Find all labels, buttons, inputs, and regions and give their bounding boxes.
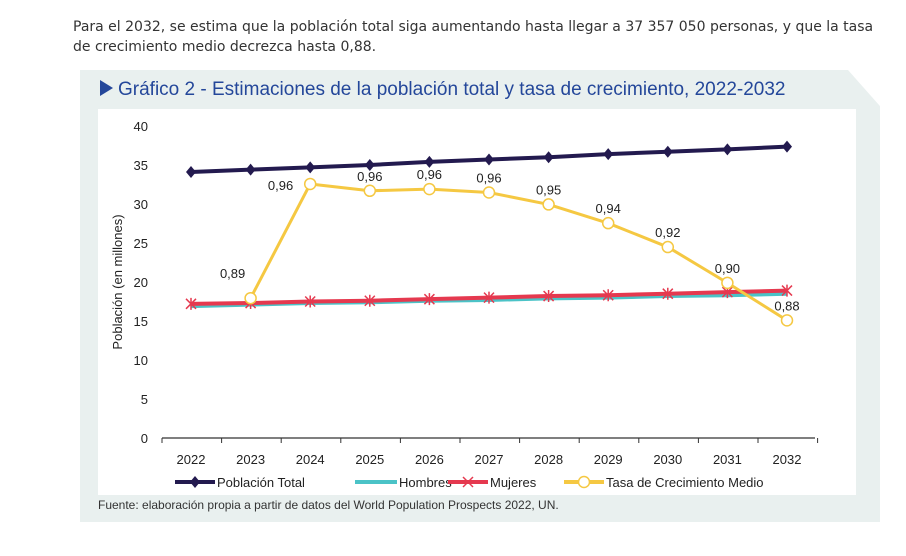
x-tick-label: 2024 — [296, 452, 325, 467]
intro-paragraph: Para el 2032, se estima que la población… — [73, 19, 874, 55]
x-tick-label: 2030 — [653, 452, 682, 467]
chart-title: Gráfico 2 - Estimaciones de la población… — [118, 79, 786, 100]
data-point — [305, 161, 316, 174]
x-tick-label: 2028 — [534, 452, 563, 467]
data-point — [542, 198, 555, 211]
x-tick-label: 2026 — [415, 452, 444, 467]
data-point — [423, 182, 436, 196]
data-point — [722, 143, 733, 156]
data-point — [484, 153, 494, 166]
legend-item: Tasa de Crecimiento Medio — [564, 475, 764, 490]
data-point — [185, 297, 197, 310]
data-point — [601, 216, 615, 230]
y-tick-label: 5 — [141, 392, 148, 407]
data-point — [303, 177, 317, 191]
data-point — [662, 287, 674, 300]
data-point — [483, 291, 495, 304]
data-label: 0,96 — [357, 169, 382, 184]
data-point — [543, 290, 555, 303]
y-tick-label: 10 — [134, 353, 148, 368]
legend-label: Población Total — [217, 475, 305, 490]
data-label: 0,89 — [220, 266, 245, 281]
y-axis-label: Población (en millones) — [110, 214, 125, 349]
data-point — [424, 155, 435, 168]
legend-item: Hombres — [355, 475, 452, 490]
data-label: 0,90 — [715, 261, 740, 276]
data-label: 0,95 — [536, 182, 561, 197]
data-point — [423, 293, 435, 306]
x-tick-label: 2032 — [773, 452, 802, 467]
data-label: 0,96 — [268, 178, 293, 193]
data-point — [364, 159, 375, 171]
y-tick-label: 40 — [134, 119, 148, 134]
x-tick-label: 2027 — [475, 452, 504, 467]
data-point — [482, 186, 496, 199]
data-point — [721, 276, 734, 290]
data-point — [543, 151, 554, 164]
x-tick-label: 2025 — [355, 452, 384, 467]
series-line-tasa-de-crecimiento-medio — [249, 182, 788, 322]
y-tick-label: 30 — [134, 197, 148, 212]
x-tick-label: 2022 — [177, 452, 206, 467]
data-label: 0,94 — [596, 201, 621, 216]
legend-label: Mujeres — [490, 475, 537, 490]
data-point — [245, 163, 256, 176]
data-point — [662, 145, 673, 158]
data-label: 0,96 — [417, 167, 442, 182]
data-point — [364, 294, 376, 307]
y-tick-label: 25 — [134, 236, 148, 251]
legend-item: Mujeres — [448, 475, 537, 490]
y-tick-label: 35 — [134, 158, 148, 173]
data-label: 0,96 — [476, 170, 501, 185]
y-tick-label: 20 — [134, 275, 148, 290]
legend-label: Tasa de Crecimiento Medio — [606, 475, 764, 490]
data-point — [603, 148, 614, 161]
triangle-icon — [100, 80, 113, 96]
data-point — [244, 291, 257, 305]
y-tick-label: 15 — [134, 314, 148, 329]
data-point — [602, 289, 614, 302]
data-point — [304, 295, 316, 308]
legend-item: Población Total — [175, 475, 305, 490]
x-tick-label: 2029 — [594, 452, 623, 467]
chart-title-wrap: Gráfico 2 - Estimaciones de la población… — [100, 79, 785, 101]
data-label: 0,88 — [774, 298, 799, 313]
x-tick-label: 2031 — [713, 452, 742, 467]
data-point — [186, 166, 196, 179]
data-point — [782, 140, 792, 153]
y-tick-label: 0 — [141, 431, 148, 446]
data-label: 0,92 — [655, 225, 680, 240]
x-tick-label: 2023 — [236, 452, 265, 467]
data-point — [363, 184, 377, 198]
legend-label: Hombres — [399, 475, 452, 490]
data-point — [780, 314, 794, 327]
data-point — [661, 240, 675, 254]
source-note: Fuente: elaboración propia a partir de d… — [98, 498, 559, 512]
data-point — [781, 284, 793, 297]
